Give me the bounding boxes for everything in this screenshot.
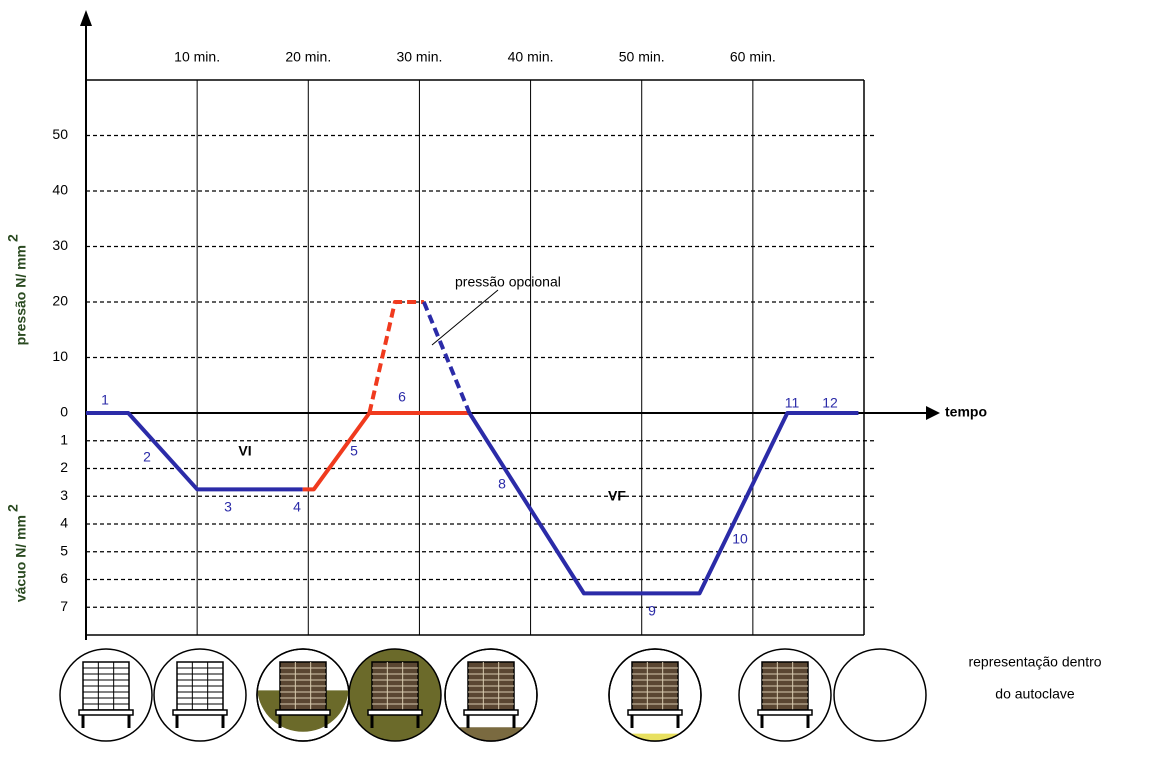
page: tempo pressão N/ mm 2 vácuo N/ mm 2 10 m… — [0, 0, 1164, 763]
autoclave-icon — [60, 649, 152, 741]
annotation: VI — [238, 443, 251, 459]
caption: representação dentro — [968, 654, 1101, 670]
point-label: 6 — [398, 389, 406, 405]
series-line — [469, 413, 858, 593]
point-label: 9 — [648, 603, 656, 619]
point-label: 11 — [785, 395, 800, 411]
y-tick-label: 50 — [52, 126, 68, 142]
cart — [628, 710, 682, 715]
autoclave-icon — [609, 649, 701, 741]
annotation-leader — [432, 290, 498, 345]
x-axis-label: tempo — [945, 404, 987, 420]
y2-tick-label: 4 — [60, 515, 68, 531]
y2-tick-label: 6 — [60, 570, 68, 586]
autoclave-icon — [834, 649, 926, 741]
y-tick-label: 10 — [52, 348, 68, 364]
point-label: 5 — [350, 443, 358, 459]
autoclave-icon — [739, 649, 831, 741]
autoclave — [834, 649, 926, 741]
point-label: 2 — [143, 449, 151, 465]
series-line — [86, 413, 303, 489]
x-tick-label: 50 min. — [619, 49, 665, 65]
x-tick-label: 60 min. — [730, 49, 776, 65]
point-label: 10 — [732, 531, 748, 547]
y-tick-label: 40 — [52, 182, 68, 198]
annotation: pressão opcional — [455, 274, 561, 290]
point-label: 8 — [498, 476, 506, 492]
cart — [79, 710, 133, 715]
x-tick-label: 10 min. — [174, 49, 220, 65]
point-label: 1 — [101, 392, 109, 408]
y2-tick-label: 5 — [60, 542, 68, 558]
y-axis-arrow — [80, 10, 92, 26]
x-tick-label: 40 min. — [508, 49, 554, 65]
y2-axis-label-sup: 2 — [5, 504, 21, 512]
y-axis-label: pressão N/ mm — [13, 245, 29, 345]
cart — [276, 710, 330, 715]
annotation: VF — [608, 488, 626, 504]
cart — [464, 710, 518, 715]
y2-tick-label: 2 — [60, 459, 68, 475]
y2-tick-label: 1 — [60, 431, 68, 447]
cart — [758, 710, 812, 715]
y2-tick-label: 7 — [60, 598, 68, 614]
y-tick-label: 0 — [60, 404, 68, 420]
point-label: 3 — [224, 499, 232, 515]
y-tick-label: 20 — [52, 293, 68, 309]
y2-axis-title: vácuo N/ mm 2 — [5, 504, 29, 602]
autoclave-icon — [349, 649, 441, 741]
caption: do autoclave — [995, 686, 1075, 702]
x-tick-label: 20 min. — [285, 49, 331, 65]
point-label: 4 — [293, 499, 301, 515]
x-tick-label: 30 min. — [396, 49, 442, 65]
autoclave-icon — [257, 649, 349, 741]
cart — [173, 710, 227, 715]
chart: tempo pressão N/ mm 2 vácuo N/ mm 2 10 m… — [0, 0, 1164, 763]
series-line — [303, 413, 470, 489]
autoclave-icon — [445, 649, 537, 741]
point-label: 12 — [822, 395, 838, 411]
y-axis-label-sup: 2 — [5, 234, 21, 242]
y-axis-title: pressão N/ mm 2 — [5, 234, 29, 345]
y2-axis-label: vácuo N/ mm — [13, 515, 29, 602]
cart — [368, 710, 422, 715]
autoclave-icon — [154, 649, 246, 741]
y-tick-label: 30 — [52, 237, 68, 253]
y2-tick-label: 3 — [60, 487, 68, 503]
